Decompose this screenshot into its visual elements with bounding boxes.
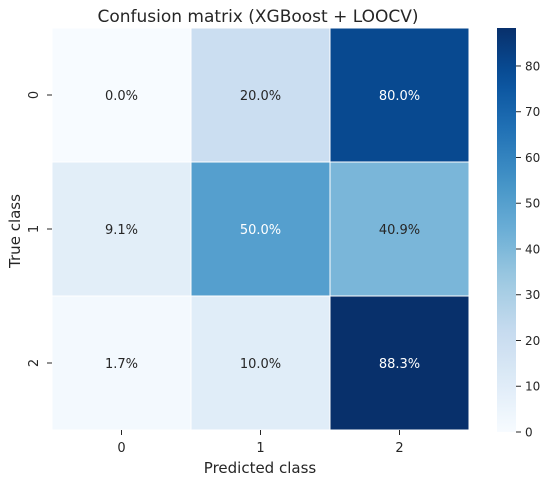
cell-value-label: 20.0% <box>240 89 281 104</box>
x-axis: 0 1 2 <box>117 430 404 456</box>
x-tick-label: 2 <box>395 441 403 456</box>
colorbar-tick-label: 80 <box>525 59 540 73</box>
heatmap-cell <box>190 295 331 431</box>
x-axis-label: Predicted class <box>204 459 317 477</box>
colorbar-tick-label: 60 <box>525 151 540 165</box>
colorbar-tick-label: 20 <box>525 334 540 348</box>
y-tick-label: 2 <box>27 359 42 367</box>
y-axis: 0 1 2 <box>27 91 52 367</box>
y-tick-label: 0 <box>27 91 42 99</box>
heatmap-cell <box>190 161 331 297</box>
cell-value-label: 10.0% <box>240 357 281 372</box>
cell-value-label: 9.1% <box>105 223 138 238</box>
colorbar: 0 10 20 30 40 50 60 70 80 <box>497 28 540 440</box>
heatmap-cell <box>51 161 192 297</box>
colorbar-gradient <box>497 28 516 432</box>
colorbar-tick-label: 0 <box>525 426 533 440</box>
cell-value-label: 0.0% <box>105 89 138 104</box>
cell-value-label: 80.0% <box>379 89 420 104</box>
x-tick-label: 1 <box>256 441 264 456</box>
heatmap-cell <box>329 27 470 163</box>
heatmap-cell <box>51 27 192 163</box>
colorbar-tick-label: 10 <box>525 380 540 394</box>
x-tick-label: 0 <box>117 441 125 456</box>
heatmap-cell <box>190 27 331 163</box>
heatmap-cell <box>329 161 470 297</box>
heatmap-cells <box>51 27 470 431</box>
cell-value-label: 50.0% <box>240 223 281 238</box>
colorbar-tick-label: 40 <box>525 242 540 256</box>
cell-value-label: 40.9% <box>379 223 420 238</box>
cell-value-label: 88.3% <box>379 357 420 372</box>
y-tick-label: 1 <box>27 225 42 233</box>
colorbar-tick-label: 30 <box>525 288 540 302</box>
y-axis-label: True class <box>6 194 24 269</box>
cell-value-label: 1.7% <box>105 357 138 372</box>
colorbar-tick-label: 50 <box>525 197 540 211</box>
colorbar-tick-label: 70 <box>525 105 540 119</box>
heatmap-cell-labels: 0.0% 20.0% 80.0% 9.1% 50.0% 40.9% 1.7% 10.0% 88.… <box>105 89 420 372</box>
chart-title: Confusion matrix (XGBoost + LOOCV) <box>97 7 418 27</box>
